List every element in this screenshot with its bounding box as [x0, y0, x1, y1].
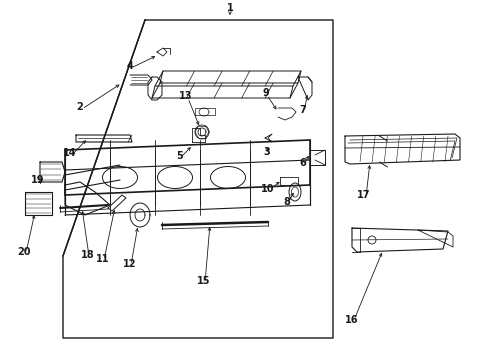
Text: 3: 3: [263, 147, 270, 157]
Text: 10: 10: [261, 184, 274, 194]
Text: 15: 15: [197, 276, 210, 286]
Text: 16: 16: [345, 315, 358, 325]
Text: 12: 12: [123, 259, 137, 269]
Text: 13: 13: [179, 91, 192, 101]
Text: 6: 6: [299, 158, 306, 168]
Text: 1: 1: [226, 3, 233, 13]
Text: 19: 19: [31, 175, 45, 185]
Text: 11: 11: [96, 254, 109, 264]
Text: 9: 9: [262, 88, 269, 98]
Text: 4: 4: [126, 61, 133, 71]
Text: 2: 2: [77, 102, 83, 112]
Text: 5: 5: [176, 151, 183, 161]
Text: 7: 7: [299, 105, 306, 115]
Text: 17: 17: [357, 190, 370, 200]
Text: 18: 18: [81, 250, 95, 260]
Text: 20: 20: [17, 247, 31, 257]
Text: 14: 14: [63, 148, 77, 158]
Text: 8: 8: [283, 197, 290, 207]
